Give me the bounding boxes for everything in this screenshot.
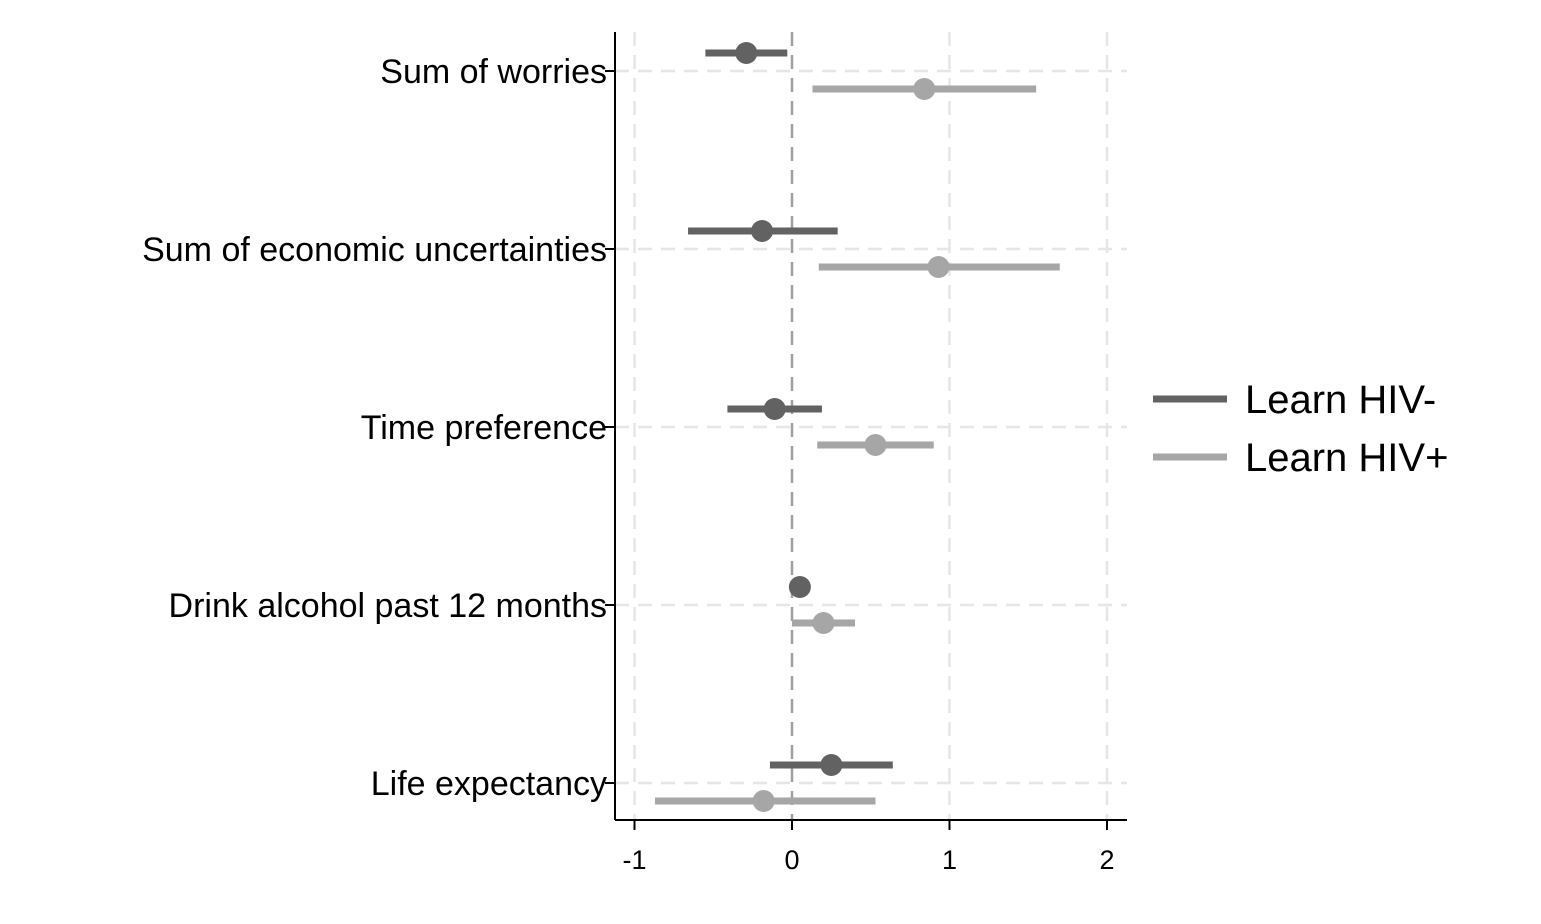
point-estimate bbox=[864, 434, 887, 456]
point-estimate bbox=[927, 256, 950, 278]
x-tick-label: 0 bbox=[784, 845, 799, 875]
category-label: Life expectancy bbox=[371, 765, 607, 803]
category-label: Drink alcohol past 12 months bbox=[169, 587, 607, 625]
point-estimate bbox=[812, 612, 835, 634]
grid-layer bbox=[615, 32, 1127, 820]
point-estimate bbox=[820, 754, 843, 776]
point-estimate bbox=[752, 790, 775, 812]
tick-label-layer: -1 0 1 2 bbox=[622, 845, 1114, 875]
legend-label: Learn HIV+ bbox=[1245, 436, 1448, 480]
category-label: Time preference bbox=[361, 409, 607, 447]
legend: Learn HIV- Learn HIV+ bbox=[1153, 378, 1448, 480]
category-label-layer: Sum of worries Sum of economic uncertaint… bbox=[142, 53, 607, 803]
point-estimate bbox=[751, 220, 774, 242]
point-estimate bbox=[763, 398, 786, 420]
axes-layer bbox=[605, 32, 1127, 830]
legend-label: Learn HIV- bbox=[1245, 378, 1436, 422]
x-tick-label: 1 bbox=[942, 845, 957, 875]
point-estimate bbox=[788, 576, 811, 598]
category-label: Sum of economic uncertainties bbox=[142, 231, 607, 269]
point-estimate bbox=[913, 78, 936, 100]
x-tick-label: 2 bbox=[1099, 845, 1114, 875]
point-estimate bbox=[735, 42, 758, 64]
category-label: Sum of worries bbox=[380, 53, 607, 91]
x-tick-label: -1 bbox=[622, 845, 646, 875]
point-layer bbox=[735, 42, 950, 812]
